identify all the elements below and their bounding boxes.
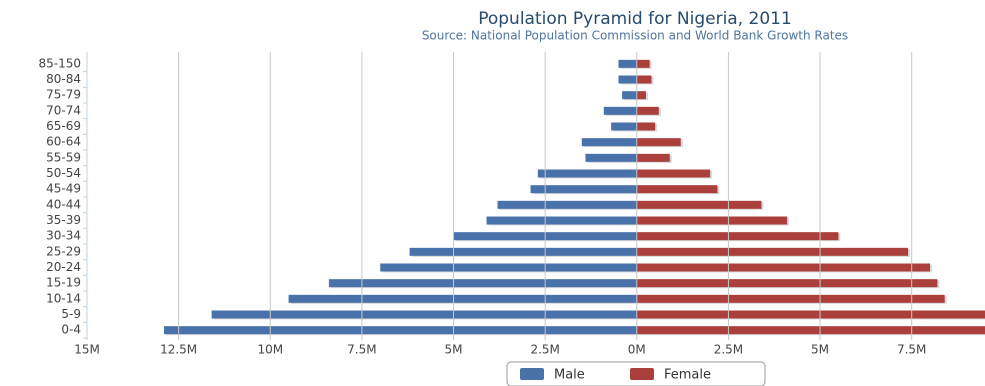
chart-subtitle: Source: National Population Commission a… — [422, 29, 848, 43]
bar — [636, 169, 711, 178]
y-tick-label: 85-150 — [38, 56, 81, 70]
y-tick-label: 35-39 — [46, 213, 81, 227]
bar — [585, 153, 637, 162]
bar — [530, 185, 637, 194]
bar — [636, 185, 718, 194]
y-tick-label: 25-29 — [46, 244, 81, 258]
y-tick-label: 50-54 — [46, 166, 81, 180]
x-tick-label: 10M — [257, 343, 283, 357]
bar — [636, 200, 762, 209]
y-tick-label: 5-9 — [61, 307, 81, 321]
legend-swatch — [630, 368, 654, 380]
bar — [636, 294, 945, 303]
legend-label: Female — [664, 368, 711, 383]
x-tick-label: 2.5M — [714, 343, 743, 357]
bar — [497, 200, 637, 209]
y-tick-label: 15-19 — [46, 276, 81, 290]
bar — [486, 216, 637, 225]
bar — [611, 122, 637, 131]
bar — [636, 247, 909, 256]
bar — [636, 106, 659, 115]
y-tick-label: 40-44 — [46, 197, 81, 211]
bar — [636, 326, 985, 335]
bar — [603, 106, 637, 115]
bar — [380, 263, 637, 272]
bar — [537, 169, 637, 178]
bar — [288, 294, 637, 303]
y-tick-label: 75-79 — [46, 88, 81, 102]
y-tick-label: 80-84 — [46, 72, 81, 86]
bar — [328, 279, 637, 288]
y-tick-label: 45-49 — [46, 182, 81, 196]
bar — [636, 279, 938, 288]
y-tick-label: 10-14 — [46, 291, 81, 305]
x-tick-label: 0M — [628, 343, 646, 357]
x-tick-label: 7.5M — [897, 343, 926, 357]
legend-swatch — [520, 368, 544, 380]
bar — [636, 310, 985, 319]
bar — [409, 247, 637, 256]
x-tick-label: 5M — [811, 343, 829, 357]
bar — [636, 216, 788, 225]
y-tick-label: 65-69 — [46, 119, 81, 133]
bar — [163, 326, 637, 335]
bar — [211, 310, 637, 319]
bar — [618, 75, 637, 84]
y-tick-label: 55-59 — [46, 150, 81, 164]
x-tick-label: 5M — [445, 343, 463, 357]
legend-label: Male — [554, 368, 585, 383]
plot — [163, 59, 985, 336]
bar — [636, 153, 670, 162]
bar — [636, 59, 650, 68]
x-tick-label: 2.5M — [530, 343, 559, 357]
bar — [636, 263, 931, 272]
y-tick-label: 20-24 — [46, 260, 81, 274]
x-tick-label: 12.5M — [160, 343, 197, 357]
bar — [636, 232, 839, 241]
bar — [636, 138, 681, 147]
bar — [622, 91, 637, 100]
bar — [636, 75, 652, 84]
x-tick-label: 7.5M — [347, 343, 376, 357]
y-tick-label: 30-34 — [46, 229, 81, 243]
bar — [636, 122, 656, 131]
bar — [636, 91, 646, 100]
chart-title: Population Pyramid for Nigeria, 2011 — [478, 9, 792, 29]
bar — [581, 138, 637, 147]
y-tick-label: 70-74 — [46, 103, 81, 117]
y-tick-label: 0-4 — [61, 323, 81, 337]
y-tick-label: 60-64 — [46, 135, 81, 149]
x-tick-label: 15M — [74, 343, 100, 357]
bar — [618, 59, 637, 68]
